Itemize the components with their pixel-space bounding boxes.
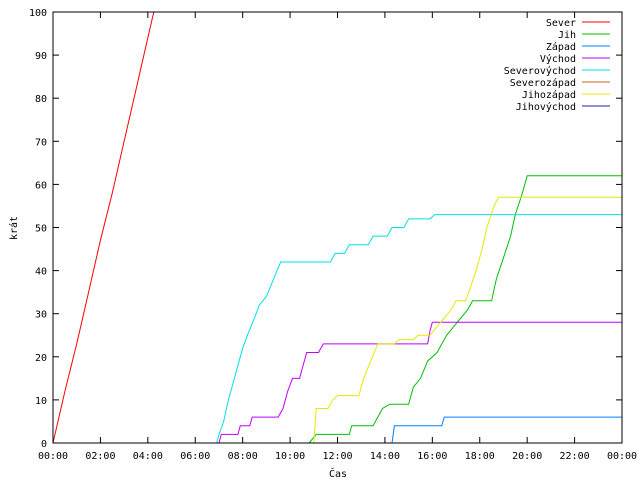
x-tick-label: 22:00	[560, 451, 590, 462]
series-line-jih	[308, 175, 622, 444]
legend-label-severovychod: Severovýchod	[504, 65, 576, 77]
legend-label-jih: Jih	[558, 30, 576, 41]
x-tick-label: 10:00	[275, 451, 305, 462]
x-tick-label: 00:00	[38, 451, 68, 462]
y-tick-label: 10	[35, 396, 47, 407]
x-tick-label: 02:00	[85, 451, 115, 462]
x-axis: 00:00 02:00 04:00 06:00 08:00 10:00 12:00 14:00…	[38, 12, 637, 462]
y-tick-label: 90	[35, 51, 47, 62]
y-tick-label: 50	[35, 224, 47, 235]
series-line-vychod	[218, 321, 622, 444]
series-line-severovychod	[216, 214, 622, 444]
y-tick-label: 30	[35, 310, 47, 321]
x-tick-label: 06:00	[180, 451, 210, 462]
x-axis-label: Čas	[329, 467, 347, 480]
y-tick-label: 40	[35, 267, 47, 278]
legend-label-zapad: Západ	[546, 41, 576, 53]
x-tick-label: 16:00	[417, 451, 447, 462]
y-tick-label: 0	[41, 439, 47, 450]
legend-label-sever: Sever	[546, 18, 576, 29]
x-tick-label: 04:00	[133, 451, 163, 462]
x-tick-label: 20:00	[512, 451, 542, 462]
x-tick-label: 18:00	[465, 451, 495, 462]
x-tick-label: 12:00	[322, 451, 352, 462]
y-tick-label: 60	[35, 180, 47, 191]
y-tick-label: 70	[35, 137, 47, 148]
x-tick-label: 00:00	[607, 451, 637, 462]
y-tick-label: 80	[35, 94, 47, 105]
legend-label-jihozapad: Jihozápad	[522, 89, 576, 101]
y-tick-label: 100	[29, 8, 47, 19]
legend-label-vychod: Východ	[540, 53, 576, 65]
series-layer	[52, 11, 622, 444]
y-axis-label: krát	[8, 216, 20, 240]
series-line-zapad	[391, 416, 622, 444]
y-tick-label: 20	[35, 353, 47, 364]
series-line-jihozapad	[313, 196, 622, 444]
x-tick-label: 08:00	[228, 451, 258, 462]
legend-label-jihovychod: Jihovýchod	[516, 101, 576, 113]
legend-label-severozapad: Severozápad	[510, 77, 576, 89]
y-axis: 0 10 20 30 40 50 60 70 80 90 100	[29, 8, 622, 450]
legend: SeverJihZápadVýchodSeverovýchodSeverozáp…	[504, 18, 610, 113]
series-line-sever	[52, 11, 155, 444]
x-tick-label: 14:00	[370, 451, 400, 462]
